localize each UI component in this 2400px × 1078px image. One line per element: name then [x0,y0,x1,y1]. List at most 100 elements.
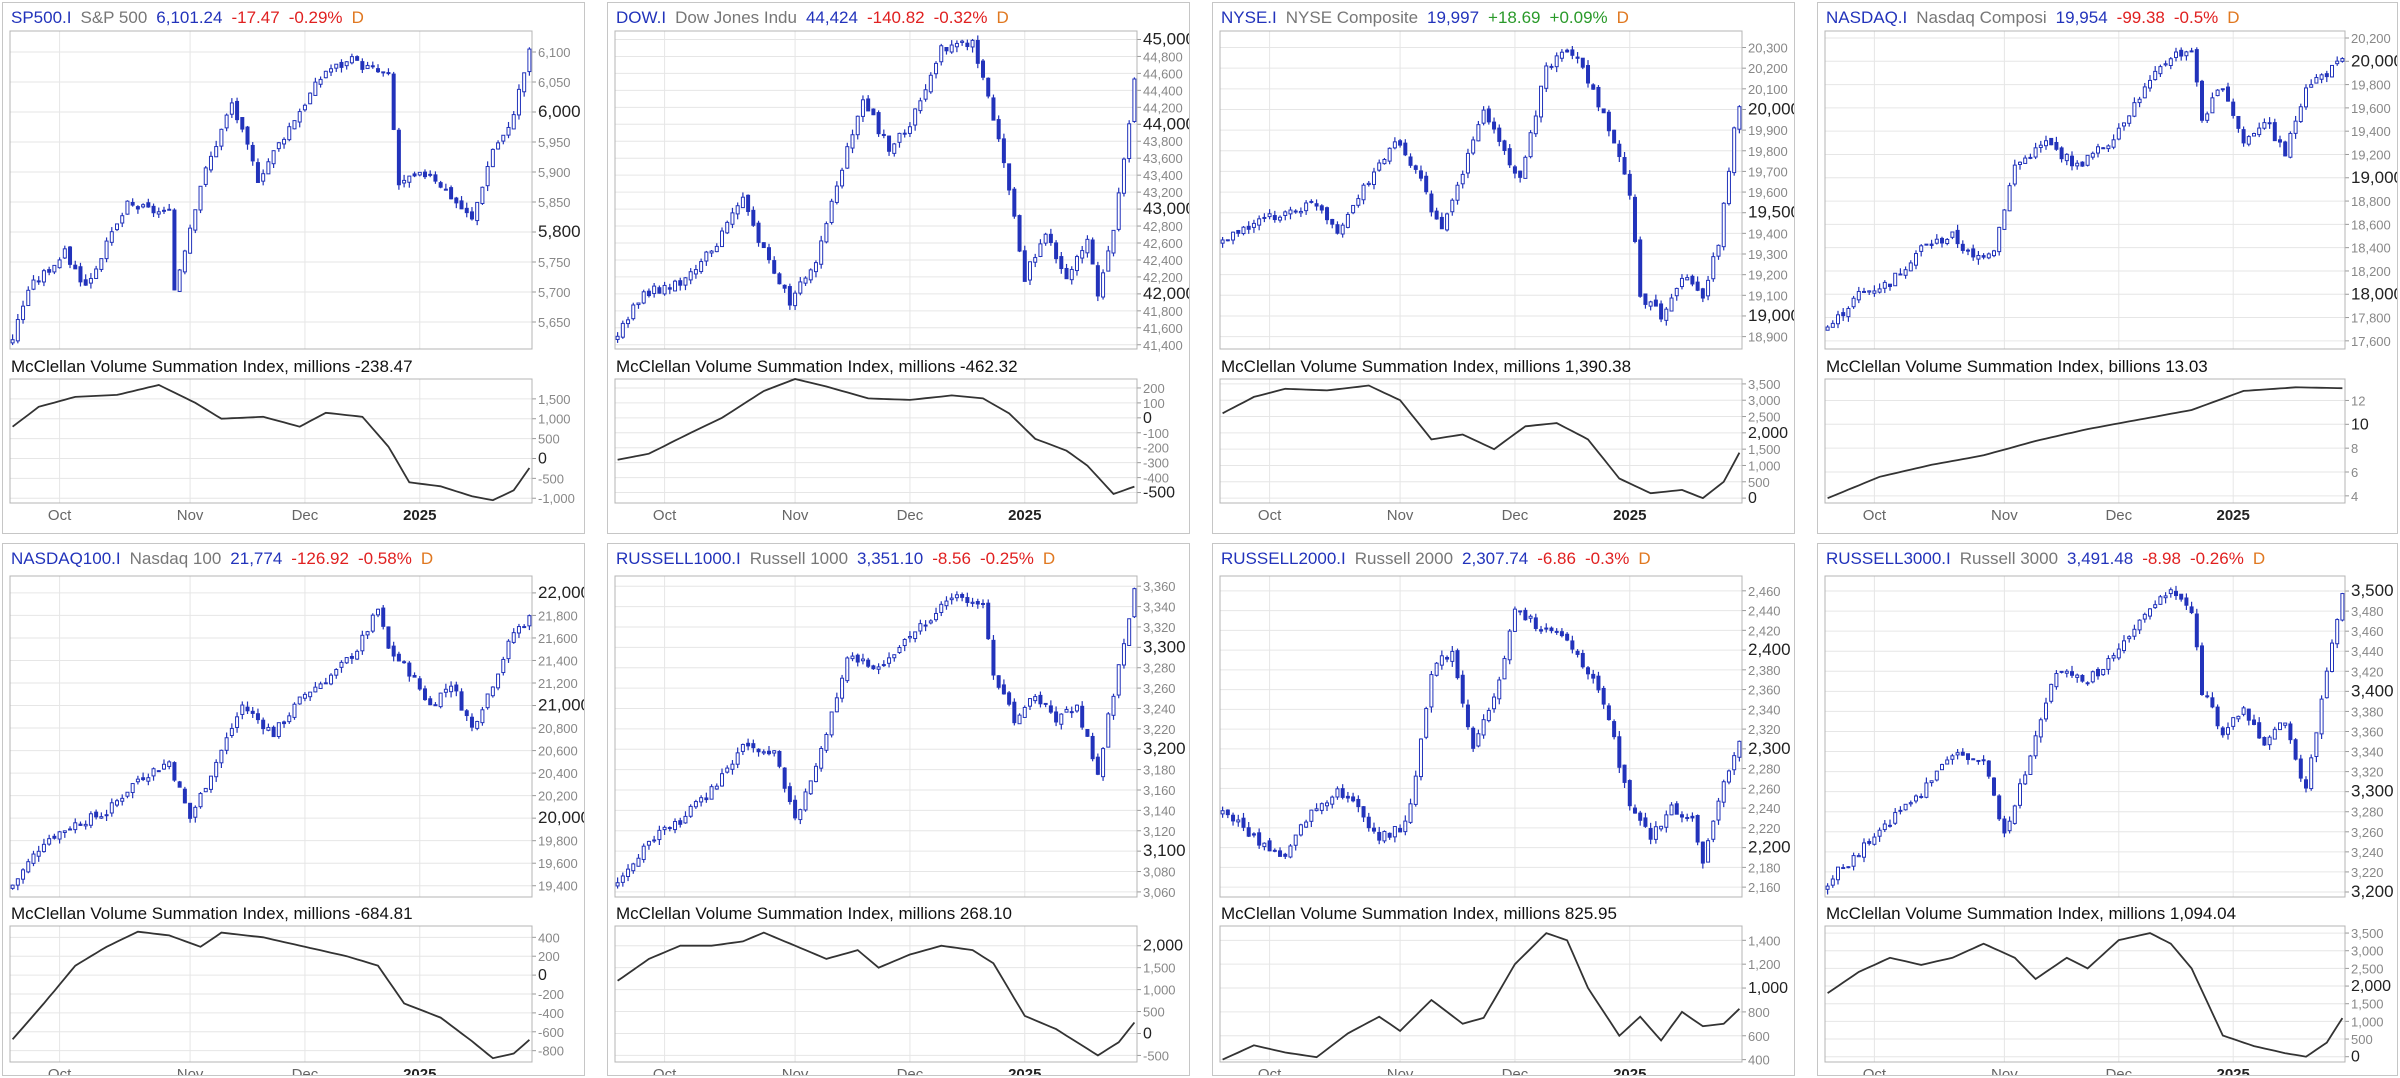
candle-body [808,780,813,795]
candle [1914,794,1918,804]
chart-panel[interactable]: NYSE.I NYSE Composite 19,997 +18.69 +0.09% D … [1212,2,1795,534]
candle-body [1653,826,1658,840]
candle-body [1236,819,1241,823]
candle [1700,287,1705,303]
price-tick-label: 42,200 [1143,270,1183,285]
candle-body [2059,670,2064,673]
candle-body [1726,770,1731,783]
chart-panel[interactable]: NASDAQ100.I Nasdaq 100 21,774 -126.92 -0.58%… [2,543,585,1076]
candle [360,58,365,74]
symbol-link[interactable]: RUSSELL2000.I [1221,549,1346,568]
chart-panel[interactable]: SP500.I S&P 500 6,101.24 -17.47 -0.29% D McCl… [2,2,585,534]
candle-body [2007,820,2012,832]
percent-change: -0.25% [979,549,1034,568]
candle [1507,144,1512,168]
candle-body [161,209,166,212]
chart-panel[interactable]: NASDAQ.I Nasdaq Composi 19,954 -99.38 -0.5% D… [1817,2,2398,534]
x-axis-label: Dec [897,507,924,524]
chart-panel[interactable]: RUSSELL2000.I Russell 2000 2,307.74 -6.86 -0… [1212,543,1795,1076]
symbol-link[interactable]: NASDAQ.I [1826,8,1908,27]
candle [62,830,67,838]
candle-body [480,186,485,204]
candle [329,64,334,77]
chart-panel[interactable]: DOW.I Dow Jones Indu 44,424 -140.82 -0.32% D … [607,2,1190,534]
candle [1523,607,1528,621]
candle-body [2200,645,2204,695]
candle [2262,736,2267,746]
chart-panel[interactable]: RUSSELL3000.I Russell 3000 3,491.48 -8.98 -0… [1817,543,2398,1076]
candle [1908,260,1913,272]
price-tick-label: 19,400 [538,879,578,894]
price-tick-label: 3,200 [1143,739,1186,758]
symbol-link[interactable]: DOW.I [616,8,667,27]
candle [313,77,318,96]
candle [1856,286,1861,304]
candle-body [860,658,865,662]
candle-body [1246,827,1251,837]
candle [1267,209,1272,220]
period-toggle[interactable]: D [1042,549,1056,568]
candle [2059,670,2064,674]
candle [1351,204,1356,215]
symbol-link[interactable]: NYSE.I [1221,8,1277,27]
price-tick-label: 19,600 [2351,101,2391,116]
symbol-link[interactable]: RUSSELL1000.I [616,549,741,568]
candle-body [109,231,114,243]
candle [2319,73,2324,84]
candle [2168,57,2173,70]
candle [2116,123,2121,141]
candle-body [2340,593,2345,621]
candle-body [907,636,912,639]
period-toggle[interactable]: D [351,8,364,27]
candle-body [2106,658,2111,670]
candle [913,108,918,131]
candle [1465,148,1470,179]
candle [506,639,511,663]
candle-body [683,815,688,824]
period-toggle[interactable]: D [1638,549,1651,568]
candle [459,196,464,210]
symbol-link[interactable]: SP500.I [11,8,72,27]
period-toggle[interactable]: D [420,549,434,568]
period-toggle[interactable]: D [1616,8,1629,27]
candle-body [167,761,172,767]
candle [1502,139,1507,155]
period-toggle[interactable]: D [2252,549,2266,568]
candle-body [2246,136,2251,145]
candle [2314,74,2319,84]
candle-body [1017,215,1022,252]
candle [631,302,636,321]
period-toggle[interactable]: D [996,8,1009,27]
candle [657,825,662,846]
candle-body [1351,796,1356,802]
symbol-link[interactable]: NASDAQ100.I [11,549,121,568]
candle [172,208,177,291]
chart-panel[interactable]: RUSSELL1000.I Russell 1000 3,351.10 -8.56 -0… [607,543,1190,1076]
price-tick-label: 41,600 [1143,321,1183,336]
candle-body [2314,77,2319,84]
candle-body [208,775,213,790]
candle [1121,157,1126,197]
candle [725,220,730,235]
price-tick-label: 19,000 [1748,306,1795,325]
candle-body [1033,257,1038,263]
candle [386,626,391,649]
candle [2304,776,2308,793]
period-toggle[interactable]: D [2227,8,2240,27]
candle [1601,685,1606,709]
symbol-link[interactable]: RUSSELL3000.I [1826,549,1951,568]
index-name: Russell 1000 [749,549,849,568]
candle [334,668,339,679]
candle [2205,691,2210,699]
candle-body [1048,705,1053,713]
candle [866,95,871,112]
candle-body [203,787,208,793]
candle-body [2257,127,2262,136]
candle-body [511,114,516,130]
candle [2096,143,2100,158]
indicator-tick-label: -100 [1143,426,1169,441]
candle-body [2028,156,2033,159]
candle [834,692,839,713]
candle [1659,300,1664,323]
candle-body [1523,609,1528,621]
